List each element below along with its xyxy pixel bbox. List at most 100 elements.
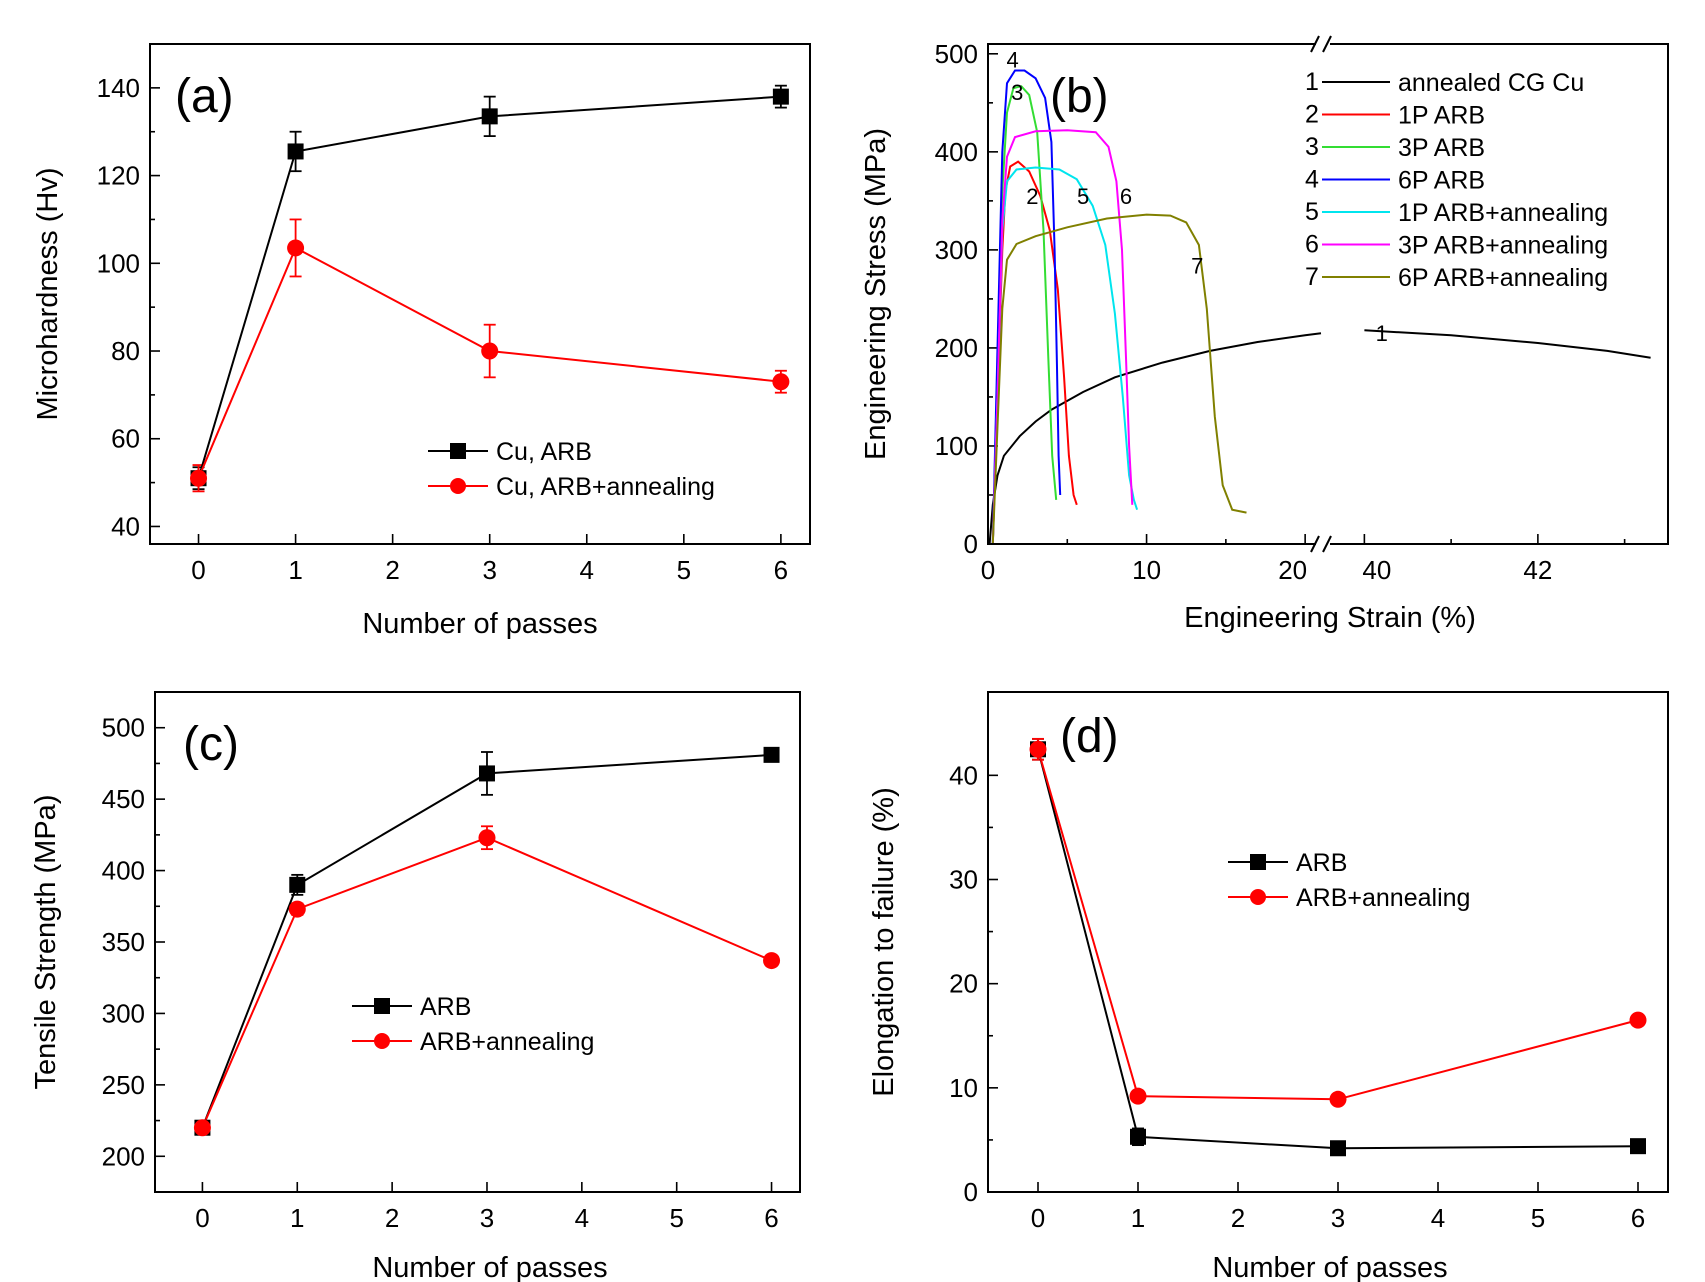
x-tick-label-4: 4 <box>580 555 594 585</box>
panel-d-legend: ARB ARB+annealing <box>1228 849 1470 912</box>
data-point-square-0-3 <box>772 88 789 105</box>
panel-b-label: (b) <box>1050 70 1109 123</box>
panel-a-errorbars <box>192 84 787 493</box>
panel-a-legend: Cu, ARB Cu, ARB+annealing <box>428 438 715 501</box>
panel-d-frame <box>987 691 1669 1193</box>
x-tick-label-2: 2 <box>1231 1203 1245 1233</box>
y-tick-label-6: 500 <box>102 713 145 743</box>
data-point-square-0-1 <box>287 143 304 160</box>
x-tick-label-0: 0 <box>191 555 205 585</box>
y-tick-label-3: 100 <box>97 248 140 278</box>
curve-label-5: 5 <box>1077 184 1089 209</box>
legend-text-arb-annealing: ARB+annealing <box>420 1028 594 1056</box>
data-point-circle-1-0 <box>1029 740 1047 758</box>
panel-a-ylabel: Microhardness (Hv) <box>32 168 64 421</box>
x-tick-label-2: 20 <box>1278 555 1307 585</box>
panel-b-curve-labels: 1 2 3 4 5 6 7 <box>1006 48 1387 347</box>
panel-c-ylabel: Tensile Strength (MPa) <box>30 795 62 1090</box>
stress-strain-curve-7 <box>991 213 1247 545</box>
panel-b-xlabel: Engineering Strain (%) <box>1184 602 1476 634</box>
y-tick-label-0: 0 <box>964 1177 978 1207</box>
panel-b-legend: 1 annealed CG Cu 2 1P ARB 3 3P ARB 4 6P ARB 5 1P … <box>1305 68 1608 292</box>
curve-label-7: 7 <box>1191 254 1203 279</box>
x-tick-label-6: 6 <box>774 555 788 585</box>
y-tick-label-4: 40 <box>949 760 978 790</box>
y-tick-label-3: 30 <box>949 865 978 895</box>
data-point-square-0-3 <box>763 746 780 763</box>
x-tick-label-1: 10 <box>1132 555 1161 585</box>
data-point-circle-1-0 <box>193 1119 211 1137</box>
y-tick-label-1: 250 <box>102 1070 145 1100</box>
panel-a-lines <box>197 95 782 479</box>
x-tick-label-1: 1 <box>290 1203 304 1233</box>
panel-a-markers <box>190 88 790 487</box>
x-tick-label-4: 42 <box>1523 555 1552 585</box>
legend-text-7: 6P ARB+annealing <box>1398 264 1608 292</box>
legend-number-3: 3 <box>1305 133 1319 161</box>
x-tick-label-6: 6 <box>1631 1203 1645 1233</box>
series-line-1 <box>201 836 772 1129</box>
data-point-circle-1-3 <box>1629 1011 1647 1029</box>
legend-number-5: 5 <box>1305 198 1319 226</box>
stress-strain-curve-4 <box>991 69 1062 545</box>
data-point-square-0-2 <box>1330 1140 1346 1157</box>
x-tick-label-5: 5 <box>1531 1203 1545 1233</box>
panel-d-label: (d) <box>1060 710 1119 763</box>
y-tick-label-0: 0 <box>964 529 978 559</box>
legend-number-6: 6 <box>1305 231 1319 259</box>
series-line-0 <box>1037 749 1639 1150</box>
y-tick-label-4: 400 <box>102 856 145 886</box>
curve-label-6: 6 <box>1120 184 1132 209</box>
y-tick-label-1: 60 <box>111 424 140 454</box>
panel-c-markers <box>193 746 781 1137</box>
x-tick-label-1: 1 <box>288 555 302 585</box>
data-point-square-0-2 <box>481 108 498 125</box>
panel-c-legend: ARB ARB+annealing <box>352 993 594 1056</box>
x-tick-label-5: 5 <box>669 1203 683 1233</box>
x-tick-label-4: 4 <box>1431 1203 1445 1233</box>
data-point-square-0-3 <box>1630 1138 1646 1155</box>
panel-c-xlabel: Number of passes <box>372 1252 607 1282</box>
panel-b-ylabel: Engineering Stress (MPa) <box>860 128 892 460</box>
curve-label-2: 2 <box>1026 184 1038 209</box>
y-tick-label-3: 350 <box>102 927 145 957</box>
stress-strain-curve-6 <box>991 129 1134 545</box>
legend-number-2: 2 <box>1305 101 1319 129</box>
legend-marker-cu-arb <box>450 443 466 459</box>
panel-d-errorbars <box>1032 737 1644 1154</box>
axis-break-mark-top-2 <box>1322 35 1332 53</box>
legend-text-arb-annealing: ARB+annealing <box>1296 884 1470 912</box>
y-tick-label-4: 400 <box>935 137 978 167</box>
panel-c: 0 1 2 3 4 5 6 200 250 300 350 400 450 500 (c) Number … <box>30 691 801 1282</box>
legend-text-cu-arb-annealing: Cu, ARB+annealing <box>496 473 715 501</box>
legend-number-1: 1 <box>1305 68 1319 96</box>
y-tick-label-5: 140 <box>97 73 140 103</box>
panel-d-lines <box>1037 749 1639 1150</box>
data-point-circle-1-1 <box>1129 1087 1147 1105</box>
panel-d-ylabel: Elongation to failure (%) <box>868 787 900 1097</box>
axis-break-marks <box>1310 35 1332 553</box>
legend-marker-arb-annealing <box>1250 889 1266 905</box>
data-point-square-0-1 <box>289 876 306 893</box>
x-tick-label-3: 3 <box>480 1203 494 1233</box>
x-tick-label-3: 3 <box>1331 1203 1345 1233</box>
y-tick-label-0: 200 <box>102 1141 145 1171</box>
stress-strain-curve-5 <box>991 166 1139 545</box>
x-tick-label-2: 2 <box>385 555 399 585</box>
legend-number-7: 7 <box>1305 263 1319 291</box>
y-tick-label-2: 200 <box>935 333 978 363</box>
axis-break-mark-top-1 <box>1310 35 1320 53</box>
curve-label-1: 1 <box>1376 321 1388 346</box>
panel-a: 0 1 2 3 4 5 6 40 60 80 100 120 140 (a) Number of pas… <box>32 43 811 640</box>
panel-c-label: (c) <box>183 718 239 771</box>
x-tick-label-0: 0 <box>195 1203 209 1233</box>
y-tick-label-2: 300 <box>102 998 145 1028</box>
x-tick-label-1: 1 <box>1131 1203 1145 1233</box>
data-point-circle-1-2 <box>478 829 496 847</box>
curve-label-3: 3 <box>1011 80 1023 105</box>
panel-a-ticks: 0 1 2 3 4 5 6 40 60 80 100 120 140 <box>97 73 789 585</box>
y-tick-label-2: 20 <box>949 969 978 999</box>
y-tick-label-3: 300 <box>935 235 978 265</box>
stress-strain-curve-1-seg1 <box>1364 329 1651 359</box>
